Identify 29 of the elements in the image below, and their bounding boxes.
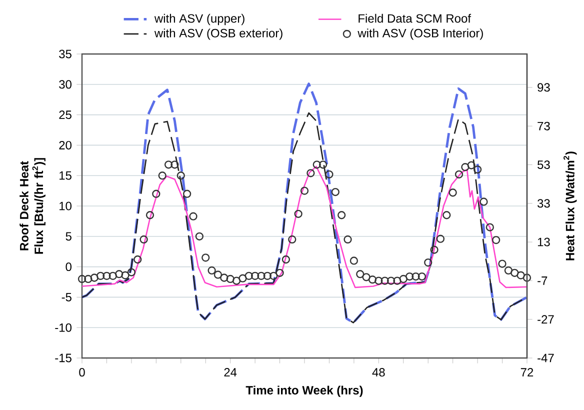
x-tick-label: 24 — [224, 368, 237, 376]
y2-tick-label: 13 — [538, 238, 550, 246]
x-tick-label: 48 — [372, 368, 385, 377]
y-tick-label: 35 — [59, 50, 72, 58]
x-axis-title: Time into Week (hrs) — [246, 386, 363, 397]
x-tick-label: 0 — [79, 368, 85, 377]
y-tick-label: 30 — [59, 80, 72, 89]
y-tick-label: 10 — [60, 202, 72, 210]
y-tick-label: -10 — [55, 323, 72, 332]
legend-label: Field Data SCM Roof — [358, 14, 472, 23]
x-tick-label: 72 — [520, 368, 534, 376]
y2-axis-title: Heat Flux (Watt/m$^{2}$) — [564, 152, 577, 260]
y2-tick-label: -27 — [538, 315, 554, 324]
y2-tick-label: 53 — [538, 160, 550, 169]
y2-tick-label: 33 — [538, 199, 550, 208]
y-tick-label: 20 — [59, 140, 72, 150]
y2-tick-label: 93 — [538, 83, 550, 92]
y2-tick-label: -7 — [538, 276, 548, 285]
y2-tick-label: -47 — [538, 354, 554, 362]
y-tick-label: 5 — [66, 232, 72, 241]
y-tick-label: -5 — [62, 293, 72, 302]
legend-label: with ASV (OSB exterior) — [154, 28, 282, 40]
y-tick-label: 25 — [59, 110, 72, 120]
legend-label: with ASV (upper) — [154, 14, 244, 26]
y2-tick-label: 73 — [538, 122, 550, 130]
y-tick-label: 0 — [66, 262, 72, 272]
legend-label: with ASV (OSB Interior) — [358, 28, 483, 40]
y-tick-label: -15 — [55, 354, 72, 362]
y-tick-label: 15 — [60, 171, 72, 180]
